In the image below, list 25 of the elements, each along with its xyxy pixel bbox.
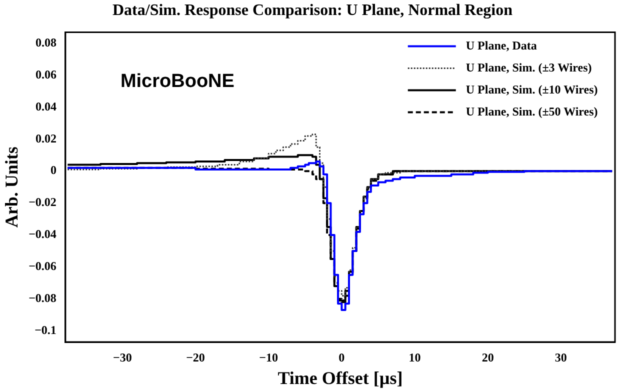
legend-label: U Plane, Data [466,38,537,52]
x-axis-title: Time Offset [µs] [278,368,403,388]
x-tick-label: −10 [259,350,278,364]
x-tick-label: −20 [186,350,205,364]
chart-title: Data/Sim. Response Comparison: U Plane, Normal Region [112,2,514,20]
y-tick-label: −0.06 [28,259,56,274]
y-tick-label: 0.04 [35,99,56,114]
legend-label: U Plane, Sim. (±50 Wires) [466,104,598,118]
y-tick-label: −0.04 [28,227,56,242]
x-tick-label: 30 [554,350,567,364]
y-axis-title: Arb. Units [1,146,22,228]
y-tick-label: 0.02 [35,131,56,146]
x-tick-label: 0 [338,350,345,364]
y-tick-label: −0.08 [28,290,56,305]
x-tick-label: 20 [482,350,494,364]
x-tick-label: −30 [113,350,132,364]
y-tick-label: 0.06 [35,67,56,82]
legend-label: U Plane, Sim. (±10 Wires) [466,82,598,96]
y-tick-label: −0.1 [34,322,56,337]
legend-label: U Plane, Sim. (±3 Wires) [466,60,592,74]
x-tick-label: 10 [408,350,421,364]
y-tick-label: 0 [50,163,56,178]
annotation: MicroBooNE [120,70,234,92]
y-tick-label: 0.08 [35,35,56,50]
y-tick-label: −0.02 [28,195,56,210]
